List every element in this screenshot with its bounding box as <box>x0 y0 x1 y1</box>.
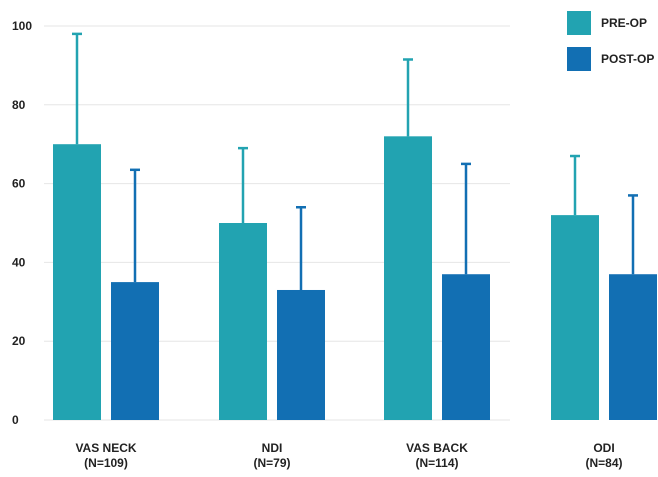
y-tick-label: 40 <box>12 255 26 269</box>
y-tick-label: 80 <box>12 98 26 112</box>
bars <box>53 32 657 420</box>
y-tick-label: 100 <box>12 19 32 33</box>
bar-post-op-2 <box>442 274 490 420</box>
legend: PRE-OP POST-OP <box>567 11 654 71</box>
x-category-label: VAS NECK <box>75 441 136 455</box>
x-category-label: VAS BACK <box>406 441 468 455</box>
x-category-label: NDI <box>262 441 283 455</box>
legend-swatch <box>567 47 591 71</box>
legend-swatch <box>567 11 591 35</box>
y-tick-label: 0 <box>12 413 19 427</box>
bar-pre-op-3 <box>551 215 599 420</box>
x-category-label: ODI <box>593 441 614 455</box>
x-axis: VAS NECK(N=109) NDI(N=79) VAS BACK(N=114) O… <box>75 441 622 470</box>
bar-post-op-0 <box>111 282 159 420</box>
bar-pre-op-0 <box>53 144 101 420</box>
y-tick-label: 60 <box>12 177 26 191</box>
x-category-sublabel: (N=84) <box>585 456 622 470</box>
bar-pre-op-1 <box>219 223 267 420</box>
bar-post-op-1 <box>277 289 325 420</box>
x-category-sublabel: (N=109) <box>84 456 128 470</box>
bar-pre-op-2 <box>384 136 432 420</box>
bar-post-op-3 <box>609 274 657 420</box>
y-axis: 0 20 40 60 80 100 <box>12 19 32 427</box>
legend-label: POST-OP <box>601 52 654 66</box>
y-tick-label: 20 <box>12 334 26 348</box>
legend-label: PRE-OP <box>601 16 647 30</box>
x-category-sublabel: (N=79) <box>253 456 290 470</box>
x-category-sublabel: (N=114) <box>415 456 458 470</box>
